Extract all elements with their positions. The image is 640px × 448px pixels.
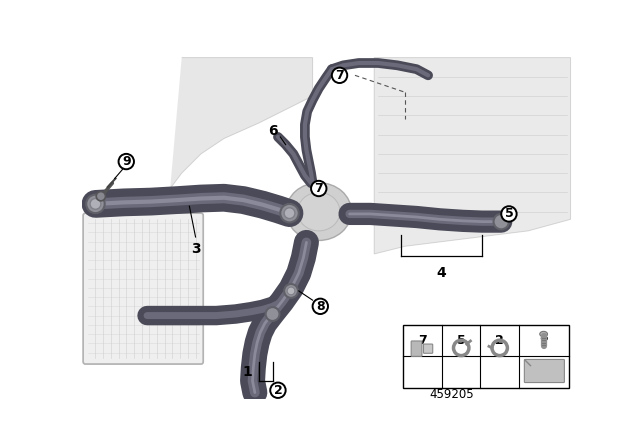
Text: 4: 4 — [436, 266, 446, 280]
Polygon shape — [170, 58, 312, 189]
Text: 2: 2 — [495, 334, 504, 347]
Circle shape — [284, 208, 295, 219]
Circle shape — [86, 195, 105, 213]
Text: 8: 8 — [540, 331, 548, 344]
Text: 6: 6 — [268, 124, 277, 138]
Circle shape — [90, 198, 101, 209]
Text: 2: 2 — [273, 384, 282, 397]
Circle shape — [311, 181, 326, 196]
Circle shape — [270, 383, 285, 398]
Circle shape — [284, 284, 298, 298]
Ellipse shape — [540, 332, 547, 337]
Text: 1: 1 — [243, 365, 253, 379]
Circle shape — [501, 206, 516, 222]
Text: 9: 9 — [122, 155, 131, 168]
Circle shape — [287, 287, 295, 295]
Circle shape — [332, 68, 348, 83]
Text: 5: 5 — [504, 207, 513, 220]
FancyBboxPatch shape — [411, 341, 422, 356]
Circle shape — [118, 154, 134, 169]
Ellipse shape — [286, 183, 351, 241]
Bar — [403, 325, 569, 388]
FancyBboxPatch shape — [524, 359, 564, 383]
Text: 459205: 459205 — [429, 388, 474, 401]
FancyBboxPatch shape — [83, 213, 204, 364]
Text: 8: 8 — [316, 300, 324, 313]
Text: 7: 7 — [335, 69, 344, 82]
Circle shape — [266, 307, 280, 321]
Circle shape — [96, 192, 106, 201]
Text: 7: 7 — [314, 182, 323, 195]
Text: 5: 5 — [457, 334, 465, 347]
Circle shape — [280, 204, 299, 222]
Text: 7: 7 — [419, 334, 427, 347]
Circle shape — [312, 299, 328, 314]
Circle shape — [493, 214, 509, 229]
Text: 3: 3 — [191, 241, 200, 256]
FancyBboxPatch shape — [424, 344, 433, 353]
Polygon shape — [374, 58, 570, 254]
Ellipse shape — [298, 192, 340, 231]
